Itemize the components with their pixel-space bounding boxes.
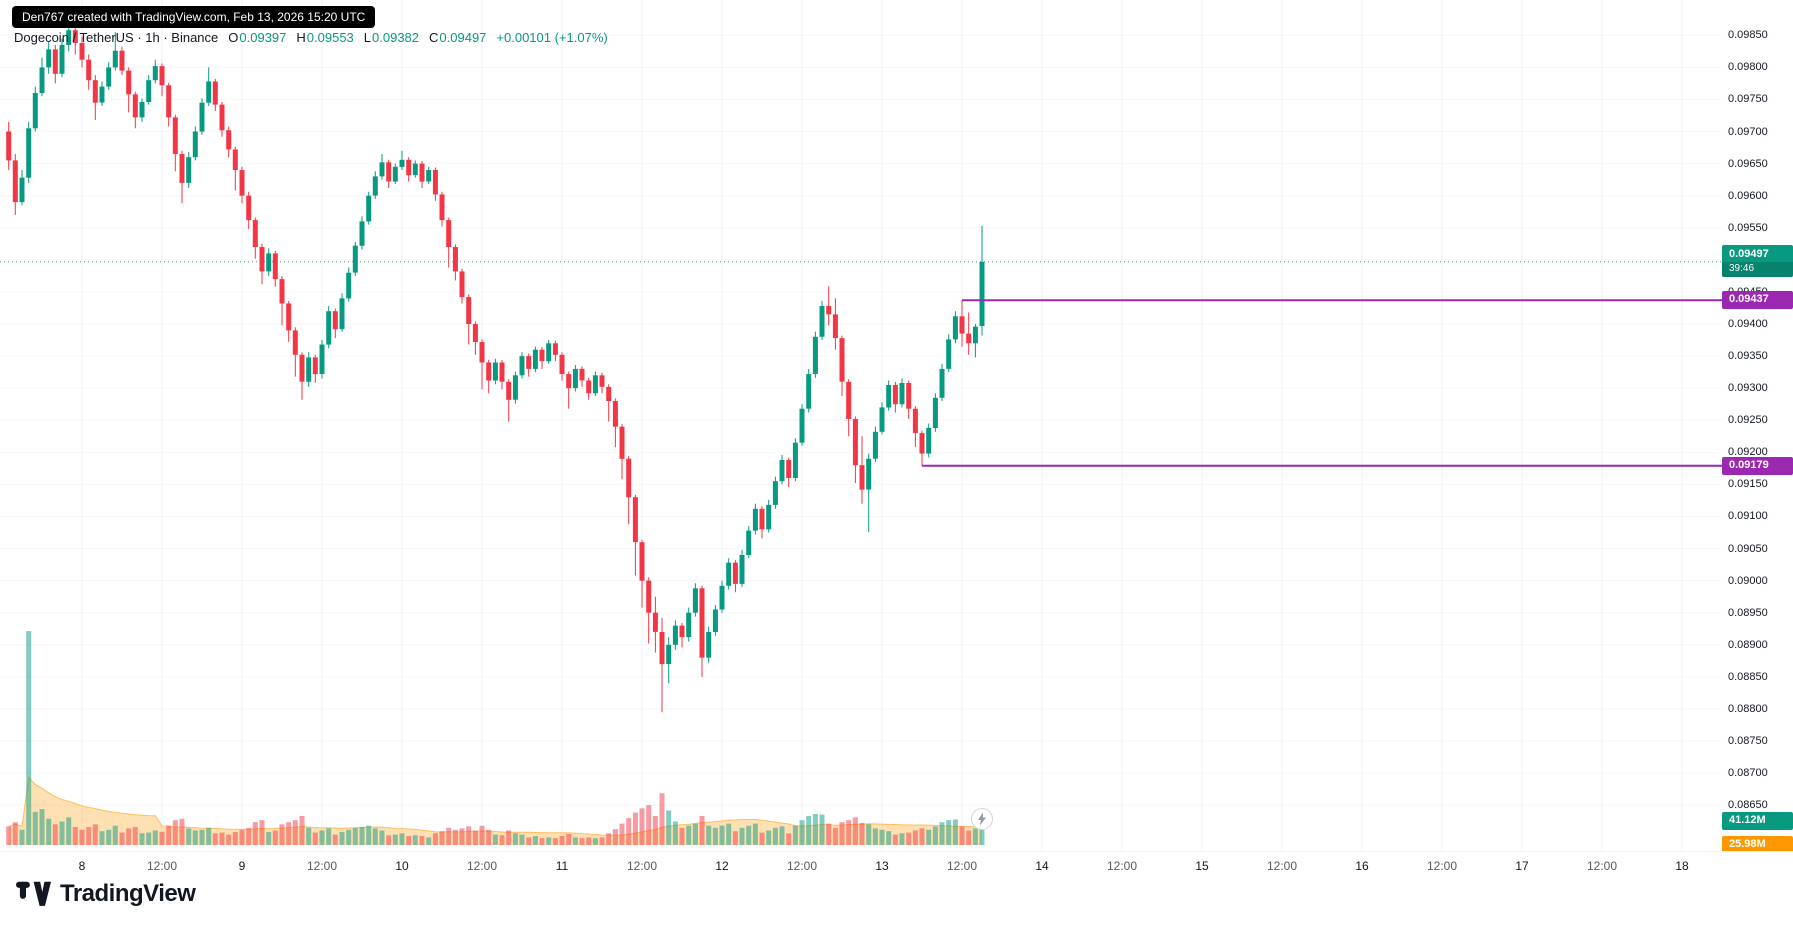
ohlc-close-value: 0.09497 <box>439 30 487 45</box>
price-tick-label: 0.09650 <box>1728 158 1768 170</box>
price-axis[interactable]: 0.09850 0.09800 0.09750 0.09700 0.09650 0.096… <box>0 0 1793 851</box>
time-tick-label: 12 <box>715 859 729 873</box>
time-tick-label: 10 <box>395 859 409 873</box>
ohlc-open-value: 0.09397 <box>239 30 287 45</box>
time-tick-label: 12:00 <box>466 859 498 873</box>
grid-layer <box>0 0 1722 851</box>
quick-trade-button[interactable] <box>971 808 993 830</box>
time-tick-label: 8 <box>78 859 86 873</box>
volume-value-label: 41.12M <box>1722 812 1793 830</box>
price-tick-label: 0.09350 <box>1728 350 1768 362</box>
price-tick-label: 0.09600 <box>1728 190 1768 202</box>
tradingview-mark-icon <box>16 881 52 906</box>
price-tick-label: 0.09700 <box>1728 126 1768 138</box>
time-tick-label: 12:00 <box>1106 859 1138 873</box>
time-tick-label: 18 <box>1675 859 1689 873</box>
ohlc-open-key: O <box>228 30 239 45</box>
ohlc-low: L0.09382 <box>364 30 419 45</box>
price-tick-label: 0.08750 <box>1728 735 1768 747</box>
time-tick-label: 11 <box>555 859 569 873</box>
time-tick-label: 12:00 <box>306 859 338 873</box>
price-tick-label: 0.09550 <box>1728 222 1768 234</box>
time-tick-label: 12:00 <box>1266 859 1298 873</box>
ohlc-close-key: C <box>429 30 439 45</box>
time-tick-label: 12:00 <box>146 859 178 873</box>
time-tick-label: 14 <box>1035 859 1049 873</box>
time-tick-label: 12:00 <box>786 859 818 873</box>
price-tick-label: 0.08900 <box>1728 639 1768 651</box>
symbol-legend: Dogecoin / TetherUS · 1h · Binance O0.09… <box>14 30 608 45</box>
price-tick-label: 0.09100 <box>1728 510 1768 522</box>
price-tick-label: 0.09800 <box>1728 61 1768 73</box>
candles-layer <box>6 24 985 713</box>
drawings-layer <box>0 261 1722 467</box>
volume-layer <box>6 631 985 846</box>
time-tick-label: 12:00 <box>626 859 658 873</box>
ohlc-high-value: 0.09553 <box>306 30 354 45</box>
price-tick-label: 0.08650 <box>1728 799 1768 811</box>
current-price-label: 0.09497 39:46 <box>1722 245 1793 277</box>
time-tick-label: 15 <box>1195 859 1209 873</box>
price-tick-label: 0.08700 <box>1728 767 1768 779</box>
ohlc-high: H0.09553 <box>296 30 353 45</box>
time-tick-label: 17 <box>1515 859 1529 873</box>
price-tick-label: 0.08800 <box>1728 703 1768 715</box>
time-axis[interactable]: 8 12:00 9 12:00 10 12:00 11 12:00 12 12:00 13 12:00… <box>0 851 1793 894</box>
price-tick-label: 0.08950 <box>1728 607 1768 619</box>
time-tick-label: 16 <box>1355 859 1369 873</box>
price-tick-label: 0.09400 <box>1728 318 1768 330</box>
time-tick-label: 13 <box>875 859 889 873</box>
price-tick-label: 0.09850 <box>1728 29 1768 41</box>
price-tick-label: 0.09250 <box>1728 414 1768 426</box>
current-price-value: 0.09497 <box>1729 248 1769 260</box>
price-tick-label: 0.09000 <box>1728 575 1768 587</box>
volume-ma-value-label: 25.98M <box>1722 836 1793 854</box>
time-tick-label: 12:00 <box>1586 859 1618 873</box>
time-tick-label: 12:00 <box>946 859 978 873</box>
symbol-title[interactable]: Dogecoin / TetherUS · 1h · Binance <box>14 30 219 45</box>
ohlc-open: O0.09397 <box>228 30 286 45</box>
price-tick-label: 0.09150 <box>1728 478 1768 490</box>
lightning-icon <box>978 812 986 826</box>
price-tick-label: 0.09050 <box>1728 543 1768 555</box>
price-tick-label: 0.09200 <box>1728 446 1768 458</box>
tradingview-logo-text: TradingView <box>60 880 196 907</box>
time-tick-label: 12:00 <box>1426 859 1458 873</box>
level-price-label-1: 0.09437 <box>1722 291 1793 309</box>
tradingview-logo[interactable]: TradingView <box>16 880 196 908</box>
level-price-label-2: 0.09179 <box>1722 457 1793 475</box>
ohlc-close: C0.09497 <box>429 30 486 45</box>
bar-countdown: 39:46 <box>1722 262 1793 277</box>
ohlc-high-key: H <box>296 30 306 45</box>
change-value: +0.00101 (+1.07%) <box>496 30 608 45</box>
price-tick-label: 0.09300 <box>1728 382 1768 394</box>
time-tick-label: 9 <box>238 859 246 873</box>
ohlc-low-key: L <box>363 30 372 45</box>
attribution-watermark: Den767 created with TradingView.com, Feb… <box>12 6 376 28</box>
price-tick-label: 0.09750 <box>1728 93 1768 105</box>
price-tick-label: 0.08850 <box>1728 671 1768 683</box>
ohlc-low-value: 0.09382 <box>372 30 420 45</box>
